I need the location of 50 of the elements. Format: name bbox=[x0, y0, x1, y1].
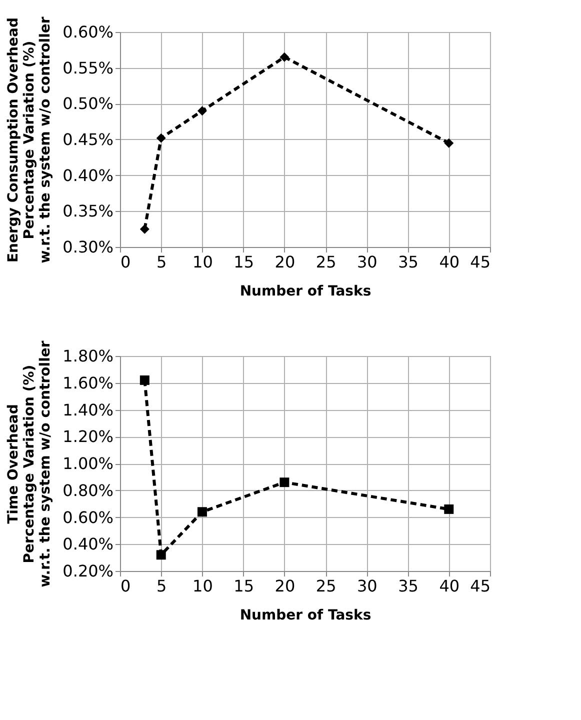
x-tick-label: 10 bbox=[192, 252, 213, 272]
y-tick-label: 1.00% bbox=[62, 454, 114, 473]
y-tick-label: 0.45% bbox=[62, 130, 114, 149]
point bbox=[140, 375, 150, 385]
x-tick-label: 0 bbox=[120, 252, 131, 272]
x-tick-label: 30 bbox=[356, 576, 378, 596]
y-tick-label: 0.40% bbox=[62, 166, 114, 185]
x-tick-label: 45 bbox=[470, 252, 490, 272]
x-tick-label: 15 bbox=[234, 252, 254, 272]
y-tick-label: 1.20% bbox=[62, 427, 114, 446]
y-tick-label: 0.40% bbox=[62, 534, 114, 554]
point bbox=[280, 478, 290, 488]
point bbox=[156, 550, 166, 560]
x-tick-label: 35 bbox=[398, 252, 418, 272]
x-tick-label: 40 bbox=[439, 252, 460, 272]
y-tick-label: 0.55% bbox=[62, 58, 114, 78]
x-tick-label: 5 bbox=[156, 576, 167, 596]
y-tick-label: 0.80% bbox=[62, 480, 114, 500]
x-tick-label: 30 bbox=[356, 252, 378, 272]
y-axis-title: Time Overhead Percentage Variation (%) w.r.t. the system w/o controller bbox=[6, 340, 54, 588]
point bbox=[197, 507, 207, 517]
x-tick-label: 40 bbox=[439, 576, 460, 596]
y-tick-label: 0.35% bbox=[62, 202, 114, 221]
point bbox=[156, 133, 166, 143]
point bbox=[140, 224, 150, 234]
point bbox=[444, 138, 454, 148]
y-tick-label: 0.50% bbox=[62, 94, 114, 114]
x-tick-label: 15 bbox=[234, 576, 254, 596]
y-tick-label: 0.20% bbox=[62, 562, 114, 580]
x-tick-label: 45 bbox=[470, 576, 490, 596]
point bbox=[444, 504, 454, 514]
point bbox=[280, 52, 290, 62]
x-axis-title: Number of Tasks bbox=[240, 284, 372, 300]
x-tick-label: 25 bbox=[316, 252, 336, 272]
point bbox=[197, 106, 207, 116]
x-tick-label: 20 bbox=[274, 252, 296, 272]
y-tick-label: 1.60% bbox=[62, 373, 114, 392]
x-tick-label: 35 bbox=[398, 576, 418, 596]
x-tick-label: 0 bbox=[120, 576, 131, 596]
y-axis-title: Energy Consumption Overhead Percentage Variation (%) w.r.t. the system w/o controller bbox=[6, 16, 54, 264]
x-tick-label: 20 bbox=[274, 576, 296, 596]
y-tick-label: 0.60% bbox=[62, 508, 114, 527]
x-tick-label: 5 bbox=[156, 252, 167, 272]
x-axis-title: Number of Tasks bbox=[240, 608, 372, 624]
y-tick-label: 1.80% bbox=[62, 346, 114, 366]
y-tick-label: 0.60% bbox=[62, 22, 114, 42]
y-tick-label: 0.30% bbox=[62, 238, 114, 256]
y-tick-label: 1.40% bbox=[62, 400, 114, 420]
x-tick-label: 25 bbox=[316, 576, 336, 596]
x-tick-label: 10 bbox=[192, 576, 213, 596]
